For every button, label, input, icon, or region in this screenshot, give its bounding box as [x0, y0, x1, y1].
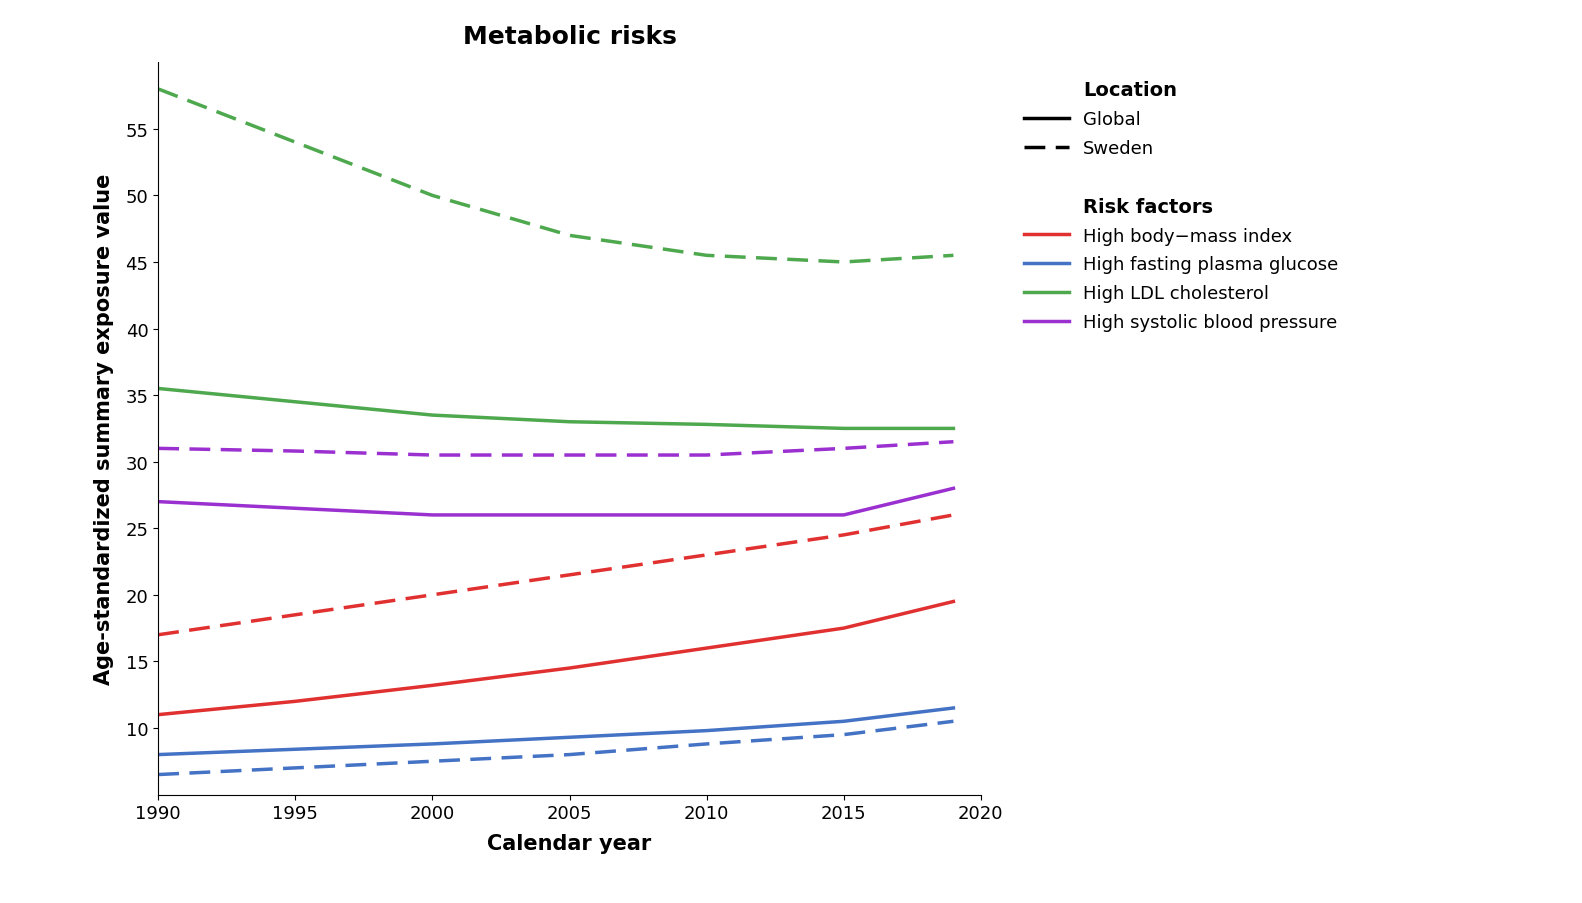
Y-axis label: Age-standardized summary exposure value: Age-standardized summary exposure value: [95, 173, 114, 684]
X-axis label: Calendar year: Calendar year: [487, 833, 652, 853]
Title: Metabolic risks: Metabolic risks: [462, 24, 677, 49]
Legend: Location, Global, Sweden,   , Risk factors, High body−mass index, High fasting p: Location, Global, Sweden, , Risk factors…: [1014, 72, 1348, 340]
